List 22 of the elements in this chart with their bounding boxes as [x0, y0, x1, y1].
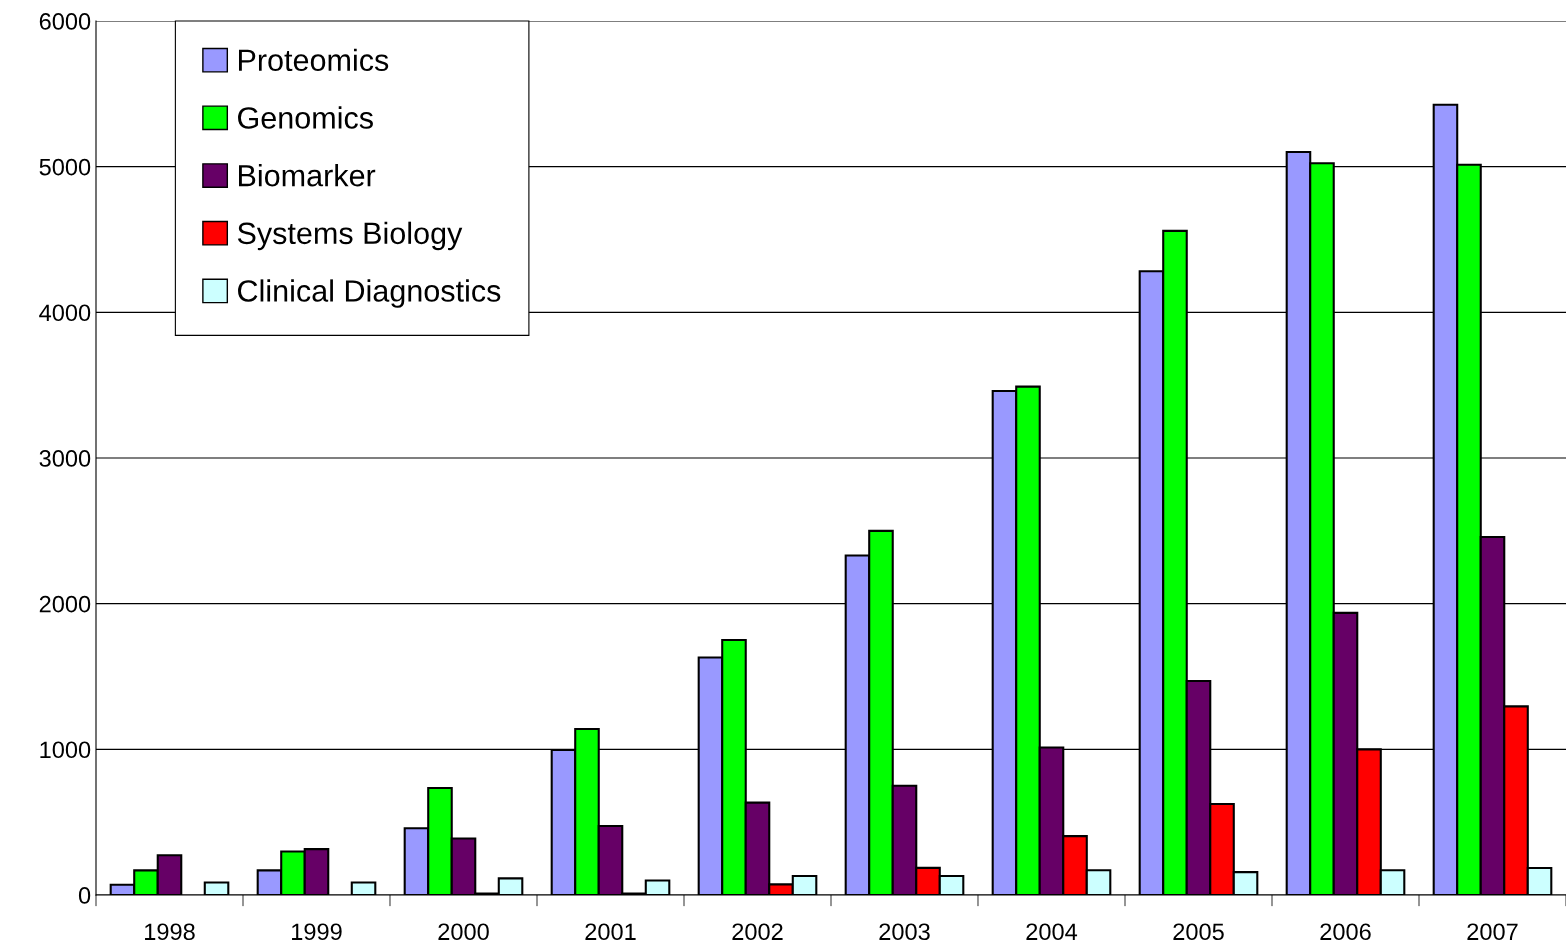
legend-label: Genomics	[238, 106, 373, 129]
legend-label: Proteomics	[239, 48, 389, 72]
x-tick-label: 2000	[438, 923, 489, 941]
y-tick-label: 5000	[39, 158, 91, 176]
x-tick-label: 1998	[145, 923, 195, 941]
y-tick-label: 0	[78, 887, 91, 904]
legend-label: Biomarker	[239, 164, 376, 187]
y-tick-label: 3000	[39, 450, 91, 467]
x-tick-label: 2001	[585, 923, 636, 941]
x-tick-label: 2004	[1026, 923, 1078, 941]
y-tick-label: 1000	[40, 741, 91, 759]
x-tick-label: 1999	[292, 923, 342, 941]
legend-label: Systems Biology	[237, 221, 463, 251]
y-tick-label: 6000	[39, 13, 91, 30]
x-tick-label: 2003	[879, 923, 930, 941]
x-tick-label: 2006	[1320, 923, 1371, 941]
legend-label: Clinical Diagnostics	[238, 279, 501, 308]
x-tick-label: 2002	[732, 923, 783, 941]
x-tick-label: 2005	[1173, 923, 1224, 941]
x-tick-label: 2007	[1467, 923, 1518, 941]
y-tick-label: 4000	[39, 304, 91, 322]
y-tick-label: 2000	[39, 595, 91, 613]
